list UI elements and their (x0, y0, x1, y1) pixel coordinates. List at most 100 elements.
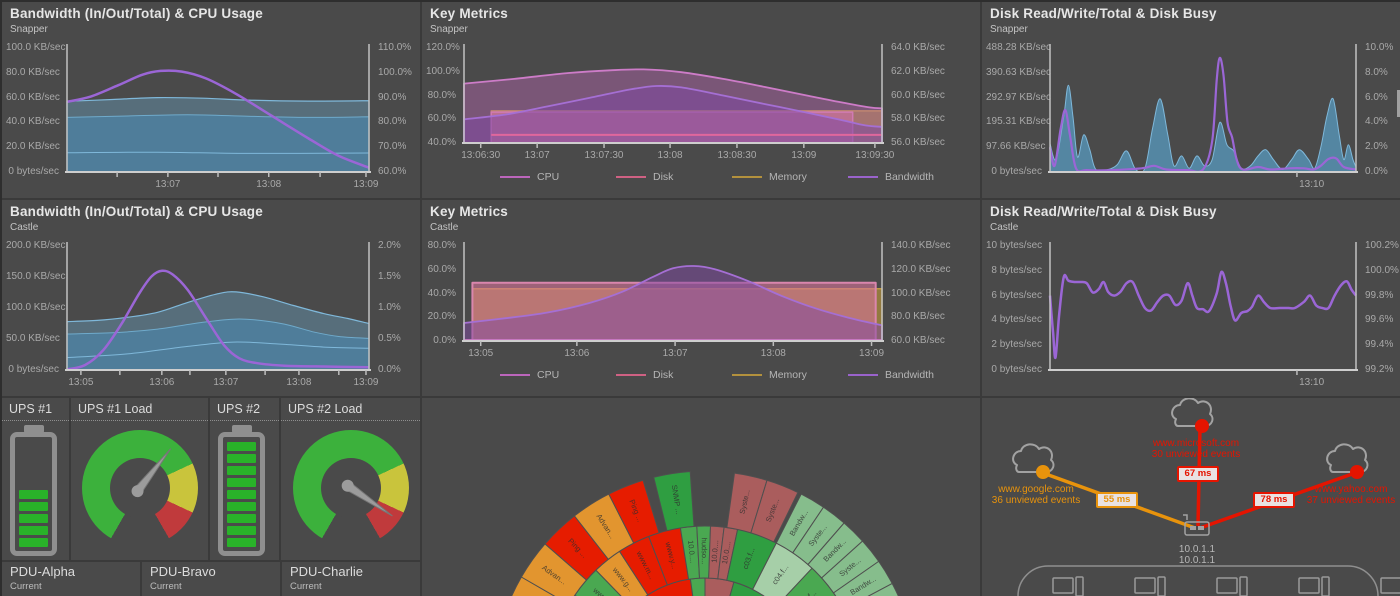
scrollbar-thumb[interactable] (1397, 90, 1400, 117)
gauge-icon (292, 430, 409, 546)
panel-disk-snapper[interactable]: Disk Read/Write/Total & Disk Busy Snappe… (982, 2, 1400, 200)
legend-item[interactable]: Disk (580, 168, 696, 186)
sunburst-segment[interactable] (653, 470, 695, 532)
axis-tick-label: 97.66 KB/sec (986, 141, 1046, 153)
axis-tick-label: 2.0% (378, 240, 401, 251)
panel-key-metrics-castle[interactable]: Key Metrics Castle 80.0% 60.0% 40.0% 20.0% 0… (422, 200, 982, 398)
axis-tick-label: 150.0 KB/sec (6, 271, 66, 282)
legend-item[interactable]: Bandwidth (812, 366, 934, 384)
panel-sunburst[interactable]: Syste...(W...Syste...Javas...www.f...www… (422, 398, 982, 596)
panel-disk-castle[interactable]: Disk Read/Write/Total & Disk Busy Castle… (982, 200, 1400, 398)
axis-tick-label: 58.0 KB/sec (891, 113, 945, 125)
battery-bar (19, 526, 48, 535)
axis-tick-label: 60.0% (427, 113, 456, 125)
axis-tick-label: 99.6% (1365, 314, 1394, 326)
status-dot (1036, 465, 1050, 479)
legend-item[interactable]: CPU (464, 168, 580, 186)
chart-canvas (65, 44, 371, 177)
legend-item[interactable]: CPU (464, 366, 580, 384)
computer-icon[interactable] (1052, 576, 1084, 596)
panel-ups1[interactable]: UPS #1 (2, 398, 71, 562)
battery-bar (19, 490, 48, 499)
gauge-needle (131, 448, 171, 498)
panel-bandwidth-cpu-castle[interactable]: Bandwidth (In/Out/Total) & CPU Usage Cas… (2, 200, 422, 398)
axis-tick-label: 6.0% (1365, 91, 1388, 103)
axis-tick-label: 13:06:30 (461, 150, 501, 161)
axis-tick-label: 390.63 KB/sec (986, 66, 1052, 78)
legend-label: Disk (652, 369, 674, 381)
sunburst-segment[interactable] (689, 577, 706, 596)
panel-bandwidth-cpu-snapper[interactable]: Bandwidth (In/Out/Total) & CPU Usage Sna… (2, 2, 422, 200)
panel-title: UPS #1 Load (71, 398, 208, 421)
axis-tick-label: 70.0% (378, 141, 407, 153)
axis-tick-label: 90.0% (378, 91, 407, 103)
panel-ups1-load[interactable]: UPS #1 Load (71, 398, 210, 562)
sunburst-segment[interactable] (844, 582, 903, 596)
sunburst-chart: Syste...(W...Syste...Javas...www.f...www… (505, 470, 903, 596)
axis-tick-label: 0.0% (1365, 166, 1388, 177)
axis-tick-label: 20.0% (427, 311, 456, 323)
gauge-needle (341, 479, 393, 517)
sunburst-segment[interactable] (832, 560, 893, 596)
panel-pdu-charlie[interactable]: PDU-Charlie Current (282, 562, 422, 596)
panel-pdu-alpha[interactable]: PDU-Alpha Current (2, 562, 142, 596)
legend-label: Disk (652, 171, 674, 183)
cloud-icon[interactable] (1012, 443, 1055, 473)
series-CPU (66, 269, 370, 371)
axis-tick-label: 0 bytes/sec (8, 364, 59, 375)
computer-icon[interactable] (1380, 577, 1400, 596)
legend-item[interactable]: Memory (696, 168, 812, 186)
legend-item[interactable]: Memory (696, 366, 812, 384)
legend-swatch (731, 374, 762, 376)
legend-label: Memory (768, 369, 807, 381)
legend-item[interactable]: Bandwidth (812, 168, 934, 186)
axis-tick-label: 13:07:30 (584, 150, 624, 161)
battery-bar (227, 478, 256, 487)
axis-tick-label: 60.0 KB/sec (6, 91, 60, 103)
cloud-icon[interactable] (1171, 398, 1214, 427)
sunburst-segment[interactable] (608, 479, 660, 544)
sunburst-segment[interactable] (505, 576, 569, 596)
computer-icon[interactable] (1216, 576, 1248, 596)
axis-tick-label: 1.5% (378, 271, 401, 282)
axis-tick-label: 13:08 (256, 179, 282, 190)
axis-tick-label: 40.0% (427, 137, 456, 148)
series-Bandwidth (463, 84, 883, 144)
sunburst-segment-label: 10.0.... (686, 540, 697, 564)
panel-title: Bandwidth (In/Out/Total) & CPU Usage (10, 204, 263, 219)
panel-title: UPS #2 (210, 398, 279, 421)
panel-pdu-bravo[interactable]: PDU-Bravo Current (142, 562, 282, 596)
axis-tick-label: 195.31 KB/sec (986, 116, 1052, 128)
panel-ups2-load[interactable]: UPS #2 Load (281, 398, 422, 562)
panel-network-map[interactable]: www.google.com 36 unviewed events www.micr… (982, 398, 1400, 596)
axis-tick-label: 0.0% (433, 335, 456, 346)
router-icon[interactable] (1183, 514, 1210, 536)
panel-title: Key Metrics (430, 6, 508, 21)
axis-tick-label: 6 bytes/sec (991, 289, 1042, 301)
panel-subtitle: Castle (990, 222, 1019, 233)
series-Disk Busy (1048, 270, 1357, 360)
panel-ups2[interactable]: UPS #2 (210, 398, 281, 562)
series-Out (66, 341, 370, 359)
computer-icon[interactable] (1298, 576, 1330, 596)
axis-tick-label: 13:07 (524, 150, 550, 161)
axis-tick-label: 100.0% (378, 66, 412, 78)
battery-bar (227, 490, 256, 499)
sunburst-segment[interactable] (750, 479, 799, 543)
legend-label: Bandwidth (884, 369, 934, 381)
legend-swatch (731, 176, 762, 178)
legend-swatch (847, 374, 878, 376)
axis-tick-label: 120.0% (426, 42, 460, 53)
legend-item[interactable]: Disk (580, 366, 696, 384)
battery-bar (227, 526, 256, 535)
sunburst-segment-label: c05.f... (795, 588, 818, 596)
map-node-label: www.microsoft.com 30 unviewed events (1151, 438, 1241, 460)
cloud-icon[interactable] (1326, 443, 1369, 473)
legend-swatch (615, 176, 646, 178)
axis-tick-label: 13:09 (353, 377, 379, 388)
computer-icon[interactable] (1134, 576, 1166, 596)
panel-key-metrics-snapper[interactable]: Key Metrics Snapper 120.0% 100.0% 80.0% 60.… (422, 2, 982, 200)
sunburst-segment[interactable] (721, 581, 808, 596)
battery-bar (19, 514, 48, 523)
axis-tick-label: 80.0 KB/sec (891, 311, 945, 323)
